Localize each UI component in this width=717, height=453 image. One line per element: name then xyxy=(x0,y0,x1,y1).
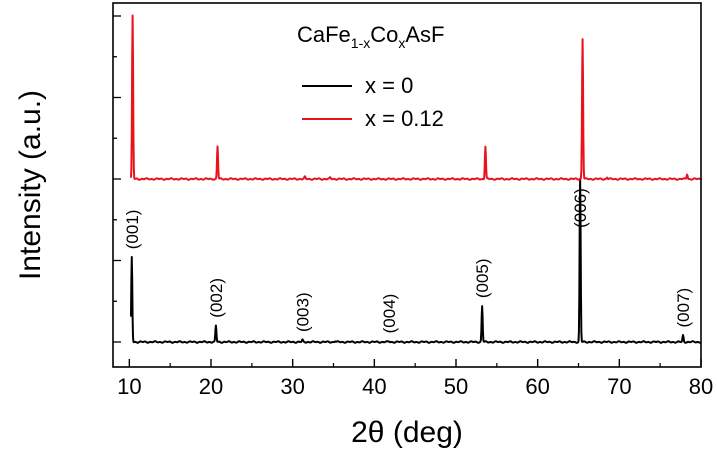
plot-frame xyxy=(112,2,702,368)
x-tick-label-4: 50 xyxy=(444,374,468,399)
legend-title-base: CaFe xyxy=(297,22,351,47)
peak-label-5: (006) xyxy=(571,188,590,228)
legend-label-x0: x = 0 xyxy=(365,73,413,98)
x-tick-label-2: 30 xyxy=(280,374,304,399)
y-axis-label: Intensity (a.u.) xyxy=(14,90,47,280)
series-layer xyxy=(129,14,702,344)
x-axis-label: 2θ (deg) xyxy=(351,416,463,449)
legend-label-x012: x = 0.12 xyxy=(365,106,444,131)
legend-title: CaFe1-xCoxAsF xyxy=(297,22,445,51)
series-line-1 xyxy=(129,14,702,181)
x-tick-label-3: 40 xyxy=(362,374,386,399)
x-tick-label-7: 80 xyxy=(689,374,713,399)
x-tick-label-1: 20 xyxy=(199,374,223,399)
x-tick-label-5: 60 xyxy=(525,374,549,399)
x-tick-label-6: 70 xyxy=(607,374,631,399)
peak-label-2: (003) xyxy=(293,292,312,332)
legend-title-mid: Co xyxy=(370,22,398,47)
legend-title-end: AsF xyxy=(405,22,444,47)
tick-layer: 10 20 30 40 50 60 70 80 xyxy=(113,15,713,399)
peak-label-0: (001) xyxy=(123,210,142,250)
series-line-0 xyxy=(129,177,702,344)
legend-title-sub2: x xyxy=(398,35,405,51)
peak-label-4: (005) xyxy=(473,258,492,298)
peak-label-1: (002) xyxy=(207,278,226,318)
peak-label-3: (004) xyxy=(380,294,399,334)
legend: CaFe1-xCoxAsF x = 0 x = 0.12 xyxy=(297,22,445,131)
legend-title-sub1: 1-x xyxy=(351,35,370,51)
x-tick-label-0: 10 xyxy=(117,374,141,399)
peak-label-layer: (001) (002) (003) (004) (005) (006) (007) xyxy=(123,188,693,333)
peak-label-6: (007) xyxy=(674,288,693,328)
